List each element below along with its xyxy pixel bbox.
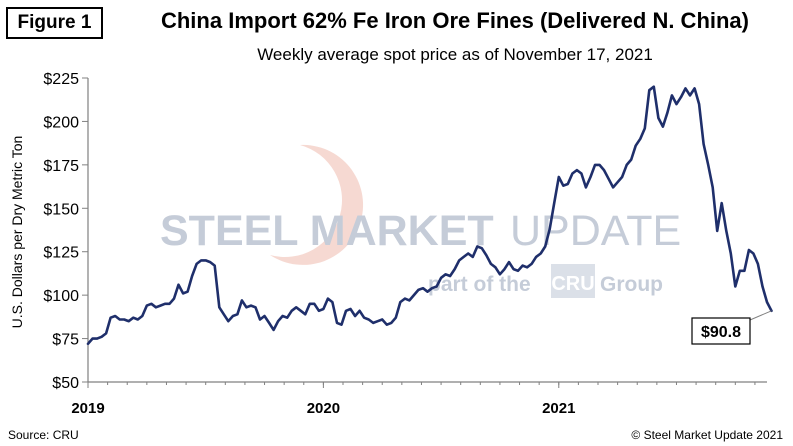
- x-tick-label: 2020: [307, 400, 340, 417]
- chart-subtitle: Weekly average spot price as of November…: [257, 45, 653, 64]
- watermark-line2-prefix: part of the: [428, 273, 531, 296]
- y-tick-label: $175: [43, 158, 79, 175]
- x-axis-ticks: 2019 2020 2021: [71, 382, 756, 417]
- x-tick-label: 2021: [542, 400, 575, 417]
- y-tick-label: $200: [43, 114, 79, 131]
- figure-label: Figure 1: [6, 7, 103, 39]
- y-tick-label: $125: [43, 245, 79, 262]
- watermark-line2-suffix: Group: [600, 273, 663, 296]
- copyright-note: © Steel Market Update 2021: [631, 428, 783, 442]
- chart-title: China Import 62% Fe Iron Ore Fines (Deli…: [160, 8, 749, 33]
- series-line-iron-ore: [86, 85, 773, 346]
- y-tick-label: $50: [52, 375, 79, 392]
- source-note: Source: CRU: [8, 428, 79, 442]
- y-tick-label: $150: [43, 201, 79, 218]
- annotation-box: [691, 317, 751, 345]
- annotation-value: $90.8: [701, 324, 741, 341]
- watermark-line1-light: UPDATE: [510, 207, 681, 255]
- annotation-leader: [749, 310, 772, 321]
- end-annotation: $90.8: [691, 310, 772, 345]
- x-tick-label: 2019: [71, 400, 104, 417]
- watermark-line1-bold: STEEL MARKET: [160, 207, 494, 255]
- y-tick-label: $75: [52, 332, 79, 349]
- y-tick-label: $100: [43, 288, 79, 305]
- y-tick-label: $225: [43, 71, 79, 88]
- watermark: STEEL MARKET UPDATE part of the CRU Grou…: [160, 144, 681, 298]
- axes: [87, 78, 767, 383]
- y-axis-ticks: $50 $75 $100 $125 $150 $175 $200 $225: [43, 71, 88, 392]
- watermark-cru-badge: [551, 264, 595, 298]
- watermark-cru-text: CRU: [551, 273, 594, 295]
- y-axis-label: U.S. Dollars per Dry Metric Ton: [9, 136, 25, 329]
- watermark-swoosh: [270, 144, 364, 265]
